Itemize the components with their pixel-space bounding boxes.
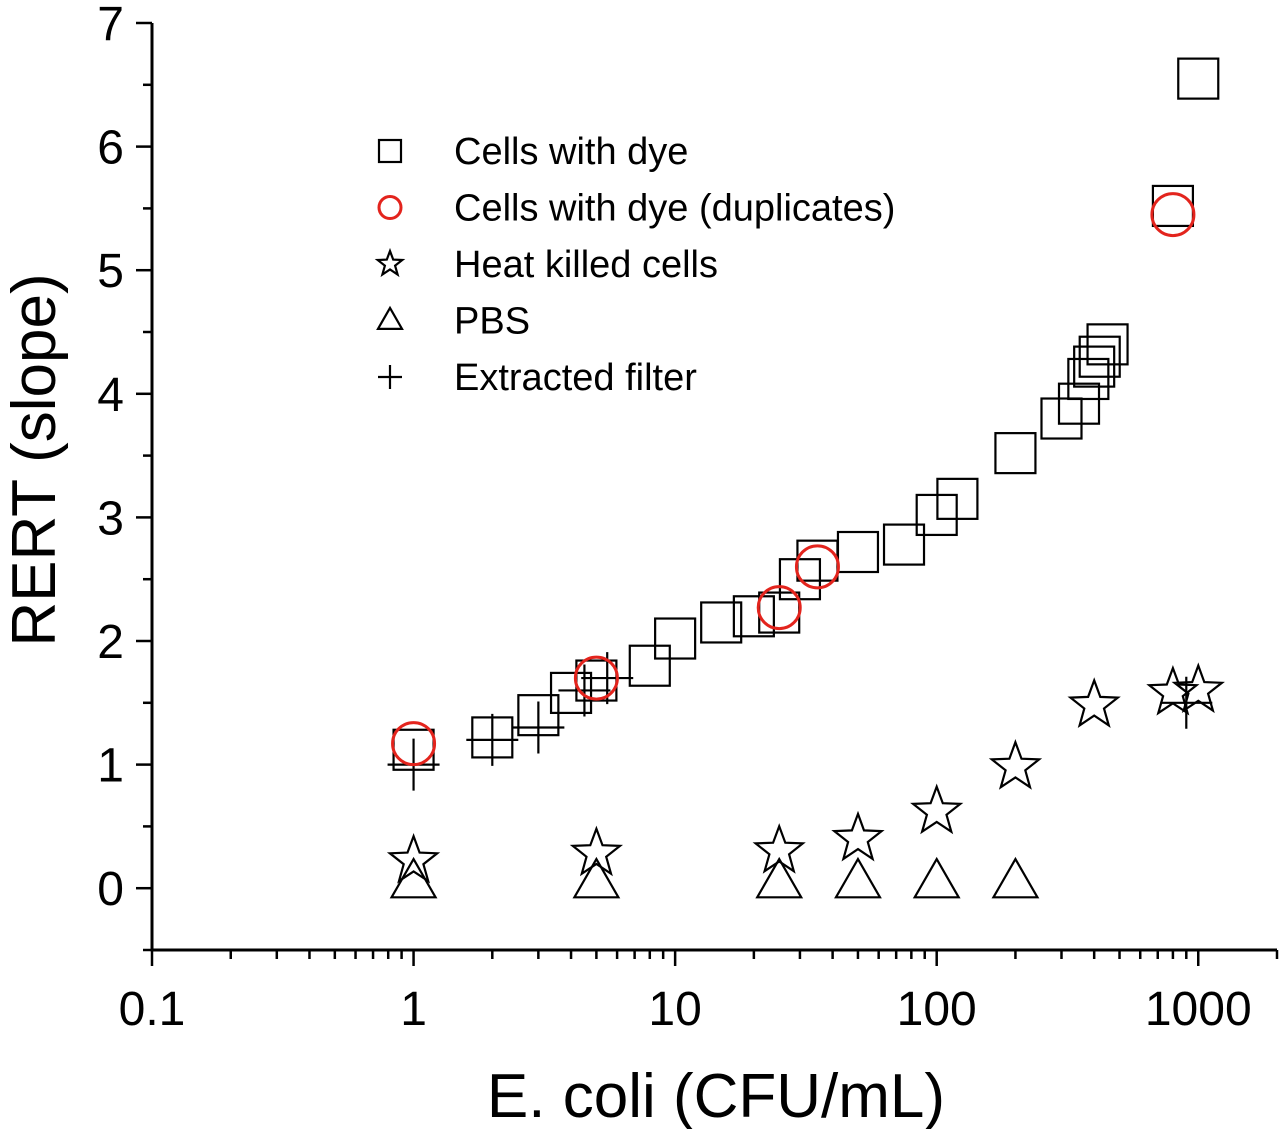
x-tick-label: 10 [648, 983, 701, 1036]
plus-marker [466, 713, 519, 766]
plus-marker [512, 701, 565, 754]
legend-label: Extracted filter [454, 357, 697, 399]
x-tick-label: 1 [400, 983, 427, 1036]
circle-marker [756, 585, 802, 631]
y-axis-label: RERT (slope) [0, 273, 69, 646]
star-marker [1067, 677, 1121, 728]
square-marker [882, 523, 926, 566]
square-marker [994, 432, 1037, 475]
square-marker [1073, 345, 1116, 388]
legend-star-marker [374, 247, 406, 278]
triangle-marker [389, 856, 438, 899]
legend-label: PBS [454, 301, 530, 343]
y-tick-label: 6 [97, 122, 124, 175]
legend-square-marker [377, 138, 403, 164]
legend: Cells with dye Cells with dye (duplicates… [374, 131, 895, 399]
star-marker [1146, 664, 1200, 716]
triangle-marker [912, 856, 961, 899]
square-marker [654, 617, 697, 660]
y-tick-label: 2 [97, 616, 124, 669]
star-marker [910, 783, 964, 835]
square-marker [1057, 382, 1101, 425]
legend-label: Cells with dye [454, 131, 688, 173]
square-marker [836, 530, 880, 574]
square-marker [936, 477, 979, 520]
square-marker [1177, 57, 1220, 100]
square-marker [732, 595, 775, 638]
star-marker [988, 739, 1043, 790]
triangle-marker [755, 856, 804, 899]
circle-marker [391, 721, 437, 767]
y-tick-label: 1 [97, 740, 124, 793]
x-tick-label: 0.1 [119, 983, 186, 1036]
x-tick-label: 100 [897, 983, 977, 1036]
legend-plus-marker [378, 365, 402, 389]
y-tick-label: 3 [97, 492, 124, 545]
square-marker [700, 601, 743, 644]
circle-marker [794, 544, 840, 590]
square-marker [1040, 397, 1083, 440]
y-tick-label: 5 [97, 245, 124, 298]
circle-marker [1150, 192, 1196, 238]
y-tick-label: 7 [97, 0, 124, 51]
triangle-marker [572, 856, 621, 899]
legend-label: Cells with dye (duplicates) [454, 188, 895, 230]
y-tick-label: 0 [97, 863, 124, 916]
y-tick-label: 4 [97, 369, 124, 422]
triangle-marker [991, 856, 1040, 899]
data-points [386, 57, 1225, 899]
x-axis-label: E. coli (CFU/mL) [487, 1062, 945, 1129]
star-marker [569, 825, 624, 877]
star-marker [1171, 662, 1225, 714]
axes: 0.1 1 10 100 1000 0 1 2 3 4 5 6 7 [97, 0, 1279, 1036]
star-marker [831, 810, 885, 862]
square-marker [1151, 184, 1195, 228]
square-marker [1086, 323, 1129, 366]
legend-label: Heat killed cells [454, 244, 718, 286]
x-tick-label: 1000 [1145, 983, 1252, 1036]
star-marker [752, 823, 806, 874]
plus-marker [558, 664, 611, 717]
axis-frame [150, 23, 1277, 952]
legend-triangle-marker [376, 305, 404, 330]
circle-marker [573, 655, 619, 701]
square-marker [628, 644, 671, 687]
star-marker [386, 833, 441, 884]
square-marker [1078, 335, 1121, 378]
triangle-marker [834, 856, 882, 899]
legend-circle-marker [377, 195, 403, 220]
square-marker [549, 671, 593, 715]
